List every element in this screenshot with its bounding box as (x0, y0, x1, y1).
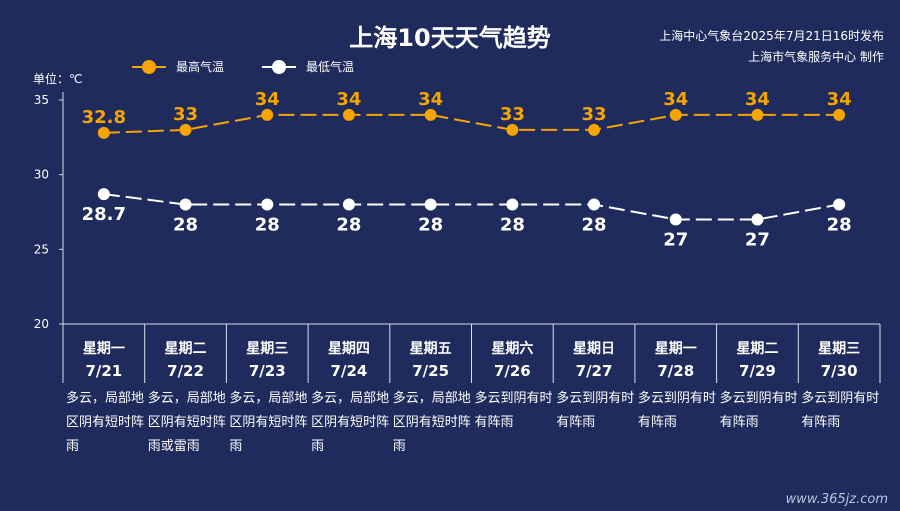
weekday-label: 星期二 (165, 341, 207, 357)
weekday-label: 星期三 (818, 341, 860, 357)
weekday-label: 星期二 (736, 341, 778, 357)
data-label-low: 28 (418, 215, 443, 236)
point-high (506, 123, 519, 136)
weekday-label: 星期六 (491, 340, 533, 357)
date-label: 7/25 (412, 362, 449, 380)
point-high (261, 108, 274, 121)
series-line-low (103, 193, 840, 221)
legend-item-low: 最低气温 (262, 58, 354, 75)
issuer-line-1: 上海中心气象台2025年7月21日16时发布 (659, 29, 884, 43)
weather-description: 多云到阴有时有阵雨 (801, 390, 879, 430)
point-high (751, 108, 764, 121)
data-label-high: 33 (500, 104, 525, 125)
data-label-low: 27 (745, 229, 770, 250)
data-label-high: 34 (745, 89, 770, 110)
issuer-info: 上海中心气象台2025年7月21日16时发布 上海市气象服务中心 制作 (659, 26, 884, 68)
data-label-low: 28 (827, 215, 852, 236)
date-label: 7/27 (576, 362, 613, 380)
page-title: 上海10天天气趋势 (349, 24, 551, 52)
date-label: 7/24 (331, 362, 368, 380)
data-label-high: 33 (173, 104, 198, 125)
legend-label-low: 最低气温 (306, 60, 355, 74)
data-label-low: 27 (663, 229, 688, 250)
data-label-high: 34 (827, 89, 852, 110)
data-label-low: 28 (582, 215, 607, 236)
date-label: 7/28 (657, 362, 694, 380)
legend-label-high: 最高气温 (176, 60, 225, 74)
point-low (506, 198, 519, 211)
data-label-high: 34 (336, 89, 361, 110)
point-low (97, 188, 110, 201)
weekday-label: 星期一 (655, 341, 697, 357)
point-high (342, 108, 355, 121)
point-low (424, 198, 437, 211)
date-label: 7/30 (821, 362, 858, 380)
date-label: 7/21 (85, 362, 122, 380)
point-high (669, 108, 682, 121)
date-label: 7/26 (494, 362, 531, 380)
point-low (261, 198, 274, 211)
legend-swatch-high (132, 59, 166, 74)
weather-description: 多云，局部地区阴有短时阵雨 (393, 390, 471, 454)
point-high (179, 123, 192, 136)
date-label: 7/22 (167, 362, 204, 380)
weather-description: 多云到阴有时有阵雨 (720, 390, 798, 430)
weekday-label: 星期一 (83, 341, 125, 357)
data-label-high: 33 (582, 104, 607, 125)
weather-description: 多云到阴有时有阵雨 (475, 390, 553, 430)
weekday-label: 星期三 (246, 341, 288, 357)
point-low (833, 198, 846, 211)
point-high (588, 123, 601, 136)
data-label-high: 34 (255, 89, 280, 110)
point-low (179, 198, 192, 211)
y-tick-label: 30 (34, 168, 49, 182)
point-high (833, 108, 846, 121)
weather-description: 多云，局部地区阴有短时阵雨或雷雨 (148, 390, 226, 454)
issuer-line-2: 上海市气象服务中心 制作 (748, 50, 884, 64)
point-high (97, 126, 110, 139)
point-low (669, 213, 682, 226)
data-label-low: 28 (500, 215, 525, 236)
y-tick-label: 20 (34, 317, 49, 331)
weekday-label: 星期四 (328, 341, 370, 357)
date-label: 7/29 (739, 362, 776, 380)
point-low (342, 198, 355, 211)
data-label-low: 28 (255, 215, 280, 236)
y-tick-label: 35 (34, 93, 49, 107)
weather-description: 多云，局部地区阴有短时阵雨 (229, 390, 307, 454)
point-high (424, 108, 437, 121)
weekday-label: 星期日 (573, 341, 615, 357)
y-tick-label: 25 (34, 242, 49, 256)
point-low (588, 198, 601, 211)
data-label-low: 28 (336, 215, 361, 236)
weather-description: 多云到阴有时有阵雨 (556, 390, 634, 430)
series-line-high (103, 113, 840, 134)
weather-description: 多云，局部地区阴有短时阵雨 (66, 390, 144, 454)
watermark: www.365jz.com (785, 492, 888, 507)
weekday-label: 星期五 (410, 341, 452, 357)
legend-swatch-low (262, 59, 296, 74)
data-label-high: 32.8 (82, 107, 126, 128)
date-label: 7/23 (249, 362, 286, 380)
legend-item-high: 最高气温 (132, 58, 224, 75)
data-label-high: 34 (663, 89, 688, 110)
data-label-low: 28 (173, 215, 198, 236)
data-label-low: 28.7 (82, 204, 126, 225)
weather-description: 多云到阴有时有阵雨 (638, 390, 716, 430)
weather-description: 多云，局部地区阴有短时阵雨 (311, 390, 389, 454)
unit-label: 单位：℃ (33, 72, 83, 86)
point-low (751, 213, 764, 226)
data-label-high: 34 (418, 89, 443, 110)
